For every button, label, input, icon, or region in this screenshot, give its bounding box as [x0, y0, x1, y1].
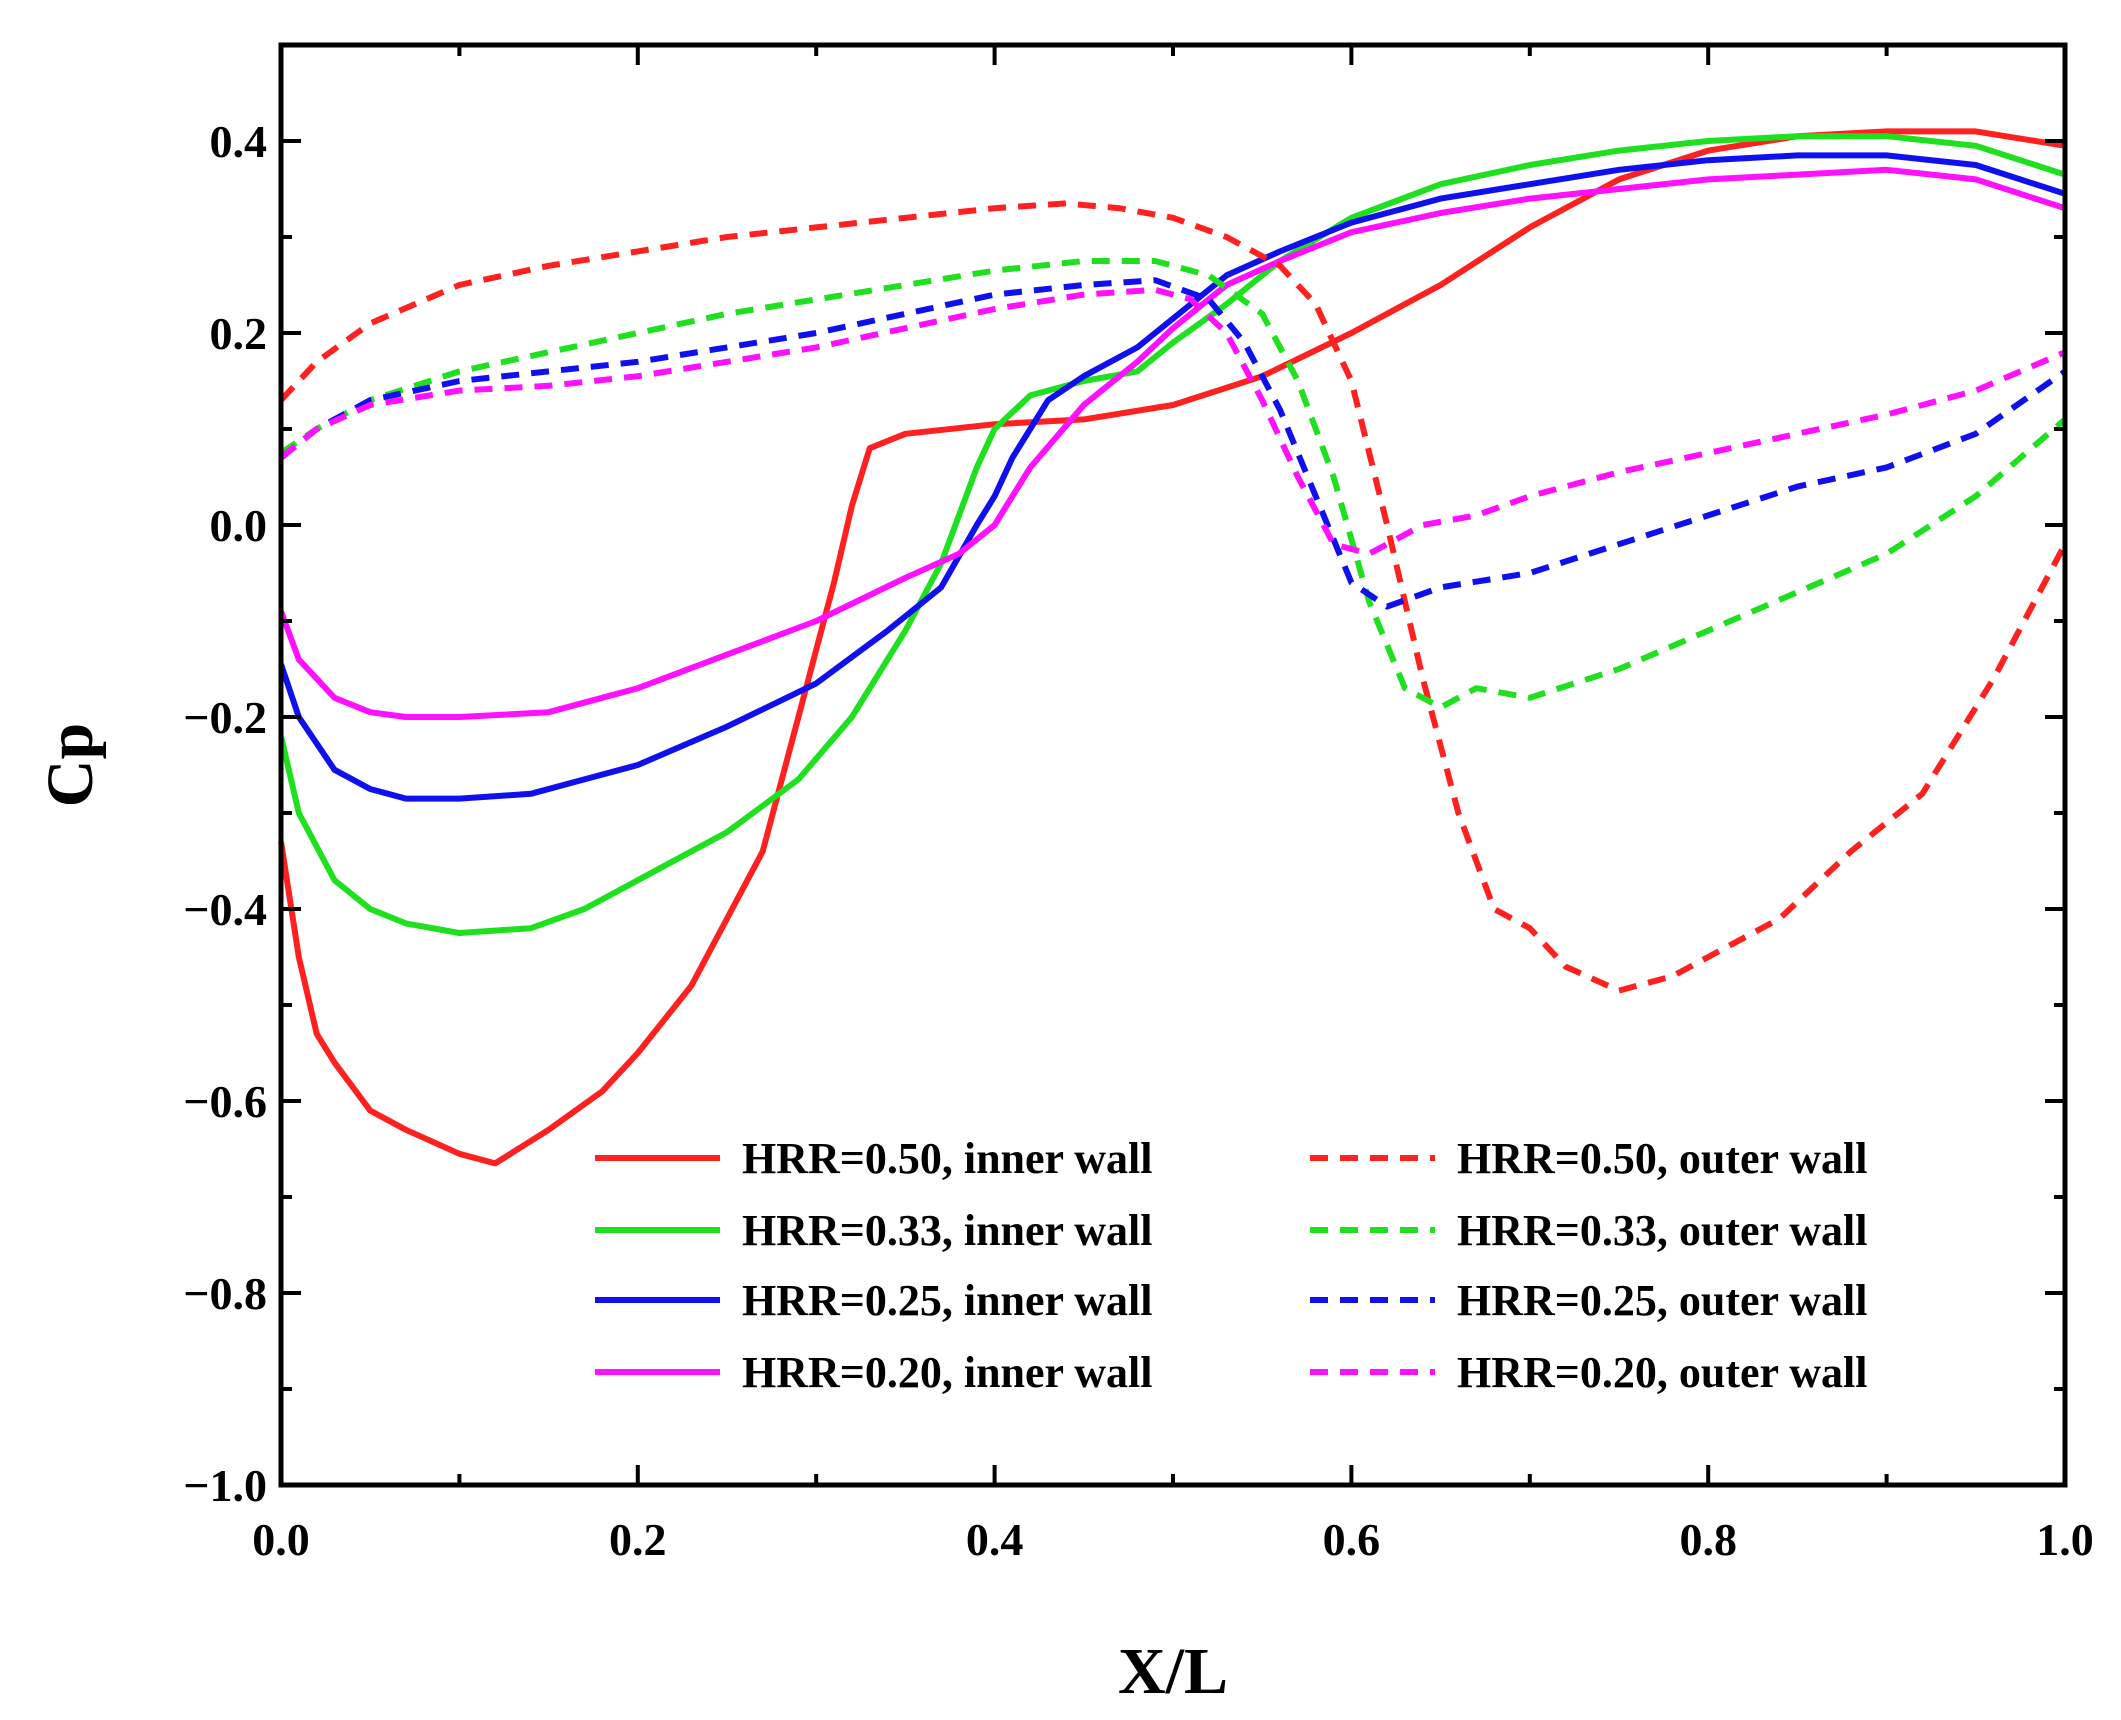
x-tick-label: 0.4	[966, 1514, 1024, 1565]
y-tick-label: 0.2	[210, 308, 268, 359]
ticks-layer: 0.0 0.2 0.4 0.6 0.8 1.0 0.4 0.2 0.0 −0.2 −0.4 −0.6 −…	[183, 45, 2094, 1565]
series-line-7	[279, 277, 2067, 610]
legend-label-7: HRR=0.25, outer wall	[1457, 1276, 1867, 1325]
series-line-5	[278, 200, 2068, 994]
legend-label-6: HRR=0.33, outer wall	[1457, 1206, 1867, 1255]
legend-label-8: HRR=0.20, outer wall	[1457, 1348, 1867, 1397]
x-tick-label: 0.0	[252, 1514, 310, 1565]
legend-label-4: HRR=0.20, inner wall	[742, 1348, 1153, 1397]
y-axis-title: Cp	[34, 723, 107, 807]
y-tick-label: −0.6	[183, 1076, 267, 1127]
x-tick-label: 0.8	[1679, 1514, 1737, 1565]
x-axis-title: X/L	[1118, 1635, 1228, 1708]
series-line-3	[278, 152, 2066, 802]
x-tick-label: 0.2	[609, 1514, 667, 1565]
y-tick-label: −0.4	[183, 884, 267, 935]
plot-frame	[278, 42, 2068, 1488]
legend-layer: HRR=0.50, inner wall HRR=0.33, inner wall…	[595, 1134, 1867, 1397]
legend-label-3: HRR=0.25, inner wall	[742, 1276, 1153, 1325]
y-tick-label: 0.0	[210, 500, 268, 551]
series-line-1	[278, 128, 2066, 1167]
y-tick-label: −0.2	[183, 692, 267, 743]
legend-label-5: HRR=0.50, outer wall	[1457, 1134, 1867, 1183]
y-tick-label: −1.0	[183, 1460, 267, 1511]
x-tick-label: 0.6	[1323, 1514, 1381, 1565]
series-line-2	[278, 133, 2066, 936]
series-line-4	[278, 166, 2066, 720]
y-tick-label: 0.4	[210, 116, 268, 167]
series-line-8	[279, 286, 2067, 557]
series-line-6	[279, 258, 2067, 711]
series-layer	[278, 128, 2068, 1167]
legend-label-2: HRR=0.33, inner wall	[742, 1206, 1153, 1255]
y-tick-label: −0.8	[183, 1268, 267, 1319]
legend-label-1: HRR=0.50, inner wall	[742, 1134, 1153, 1183]
x-tick-label: 1.0	[2036, 1514, 2094, 1565]
